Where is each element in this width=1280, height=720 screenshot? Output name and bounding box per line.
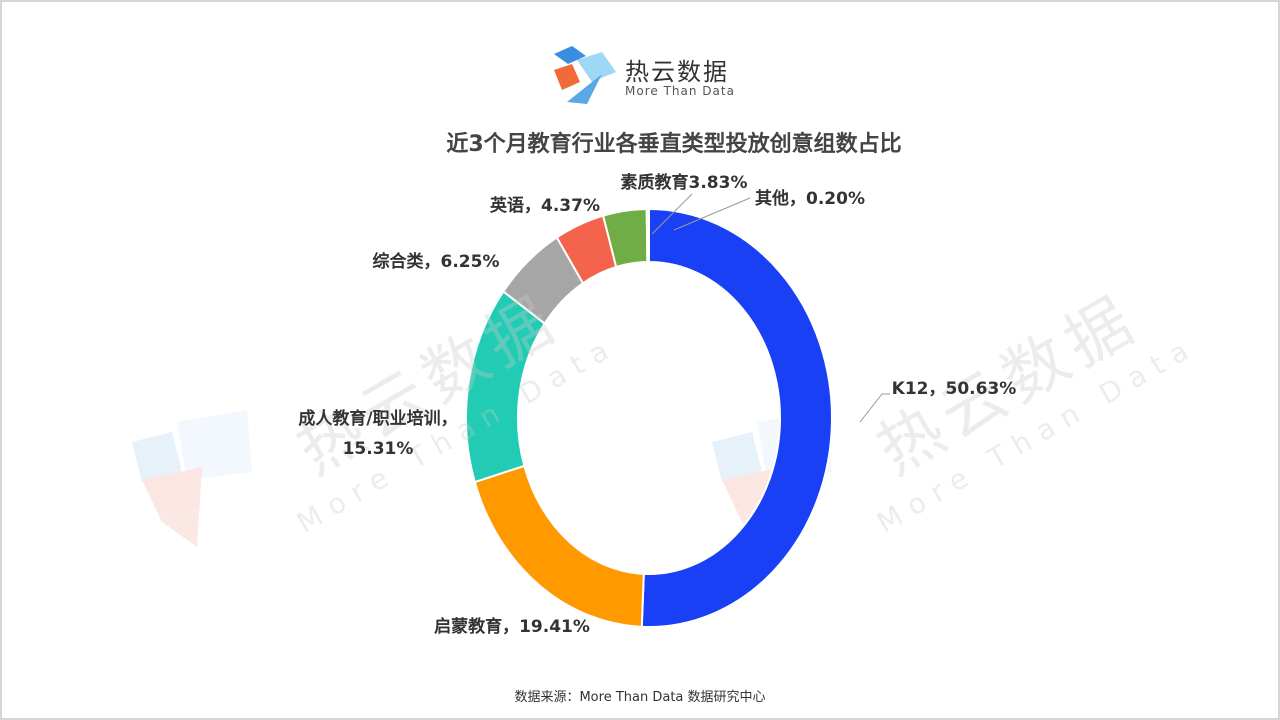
leader-lines <box>651 193 890 423</box>
chart-title: 近3个月教育行业各垂直类型投放创意组数占比 <box>446 132 902 157</box>
slice <box>473 464 645 628</box>
logo-slogan: More Than Data <box>625 84 735 98</box>
footer: 数据来源：More Than Data 数据研究中心 <box>514 690 766 705</box>
logo-name: 热云数据 <box>625 58 729 86</box>
data-label: 成人教育/职业培训， 15.31% <box>298 409 458 459</box>
logo-icon <box>554 46 616 104</box>
slice <box>640 207 833 628</box>
data-label: 启蒙教育，19.41% <box>434 617 590 637</box>
slice <box>645 207 650 264</box>
data-label: 其他，0.20% <box>755 189 865 209</box>
data-label: 英语，4.37% <box>490 196 600 216</box>
data-label: 素质教育3.83% <box>620 173 748 193</box>
data-label: K12，50.63% <box>891 379 1017 399</box>
data-label: 综合类，6.25% <box>372 252 500 272</box>
